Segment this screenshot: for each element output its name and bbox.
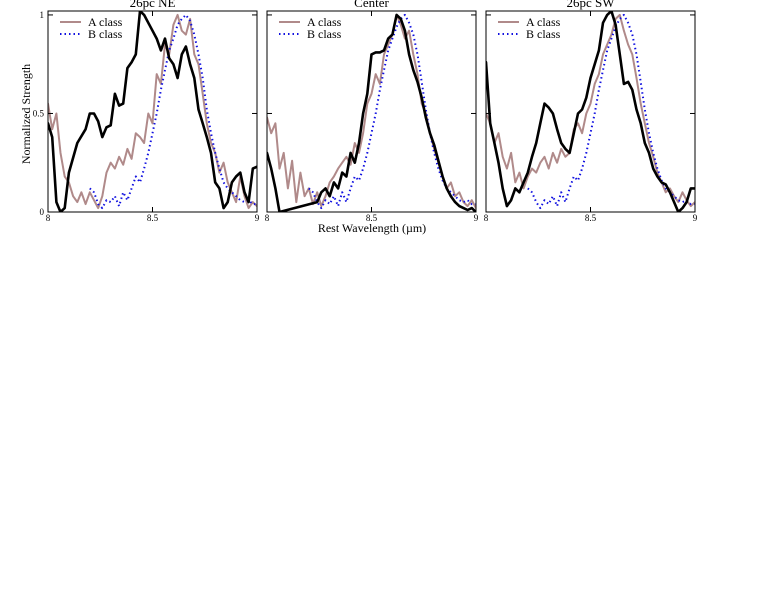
x-axis-label: Rest Wavelength (µm)	[318, 221, 426, 235]
x-tick-label: 8	[46, 213, 51, 223]
x-tick-label: 9	[255, 213, 260, 223]
y-tick-label: 0	[40, 207, 45, 217]
x-tick-label: 8	[265, 213, 270, 223]
y-axis-label: Normalized Strength	[19, 64, 33, 164]
series-line-bold	[486, 11, 695, 212]
legend-label: A class	[307, 15, 342, 29]
x-tick-label: 8.5	[585, 213, 597, 223]
series-line-solid	[48, 13, 257, 210]
series-line-dotted	[89, 13, 257, 210]
series-line-dotted	[527, 13, 695, 210]
legend-label: A class	[88, 15, 123, 29]
series-line-solid	[486, 13, 695, 208]
legend-label: B class	[526, 27, 561, 41]
legend-label: A class	[526, 15, 561, 29]
series-line-bold	[267, 13, 476, 212]
x-tick-label: 8	[484, 213, 489, 223]
plot-frame	[485, 10, 696, 213]
x-tick-label: 9	[693, 213, 698, 223]
panel-title: Center	[354, 0, 389, 10]
legend-label: B class	[307, 27, 342, 41]
series-line-dotted	[308, 13, 476, 210]
x-tick-label: 9	[474, 213, 479, 223]
panel-title: 26pc NE	[130, 0, 176, 10]
legend-label: B class	[88, 27, 123, 41]
series-line-bold	[48, 11, 257, 212]
y-tick-label: 1	[40, 10, 45, 20]
plot-frame	[47, 10, 258, 213]
x-tick-label: 8.5	[147, 213, 159, 223]
y-tick-label: 0.5	[33, 108, 45, 118]
panel-title: 26pc SW	[566, 0, 615, 10]
x-tick-label: 8.5	[366, 213, 378, 223]
